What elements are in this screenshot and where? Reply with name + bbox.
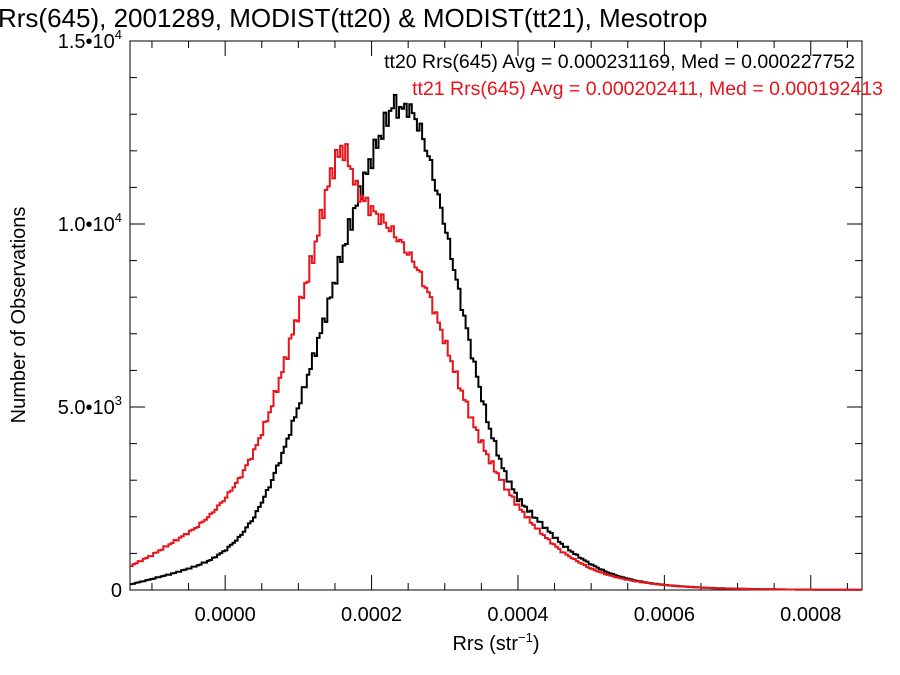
y-axis-label: Number of Observations <box>8 207 30 424</box>
x-tick-label: 0.0000 <box>195 604 256 626</box>
x-axis-label-superscript: −1 <box>518 630 533 645</box>
y-tick-label: 5.0•103 <box>58 393 122 419</box>
chart-title: Rrs(645), 2001289, MODIST(tt20) & MODIST… <box>0 3 707 33</box>
y-tick-label-base: 0 <box>111 580 122 602</box>
y-tick-label-base: 1.0•10 <box>58 214 115 236</box>
plot-frame <box>129 40 863 591</box>
x-tick-label: 0.0006 <box>634 604 695 626</box>
y-tick-label: 0 <box>111 580 122 602</box>
x-axis-label-tail: ) <box>533 633 540 655</box>
x-tick-label: 0.0002 <box>341 604 402 626</box>
y-tick-label-base: 5.0•10 <box>58 397 115 419</box>
y-tick-label-exponent: 4 <box>115 27 122 42</box>
x-axis-label-main: Rrs (str <box>452 633 518 655</box>
y-tick-label-exponent: 3 <box>115 393 122 408</box>
y-tick-label-base: 1.5•10 <box>58 31 115 53</box>
x-axis-label: Rrs (str−1) <box>452 630 539 655</box>
y-tick-label: 1.0•104 <box>58 210 122 236</box>
legend-entry-tt20: tt20 Rrs(645) Avg = 0.000231169, Med = 0… <box>384 51 855 73</box>
x-tick-label: 0.0008 <box>780 604 841 626</box>
x-axis-ticks: 0.0000 0.0002 0.0004 0.0006 0.0008 <box>151 41 848 626</box>
y-tick-label: 1.5•104 <box>58 27 122 53</box>
x-tick-label: 0.0004 <box>487 604 548 626</box>
legend-entry-tt21: tt21 Rrs(645) Avg = 0.000202411, Med = 0… <box>412 78 883 100</box>
series-lines <box>130 93 862 591</box>
y-tick-label-exponent: 4 <box>115 210 122 225</box>
series-line-tt21 <box>130 143 862 591</box>
series-line-tt20 <box>130 93 862 591</box>
